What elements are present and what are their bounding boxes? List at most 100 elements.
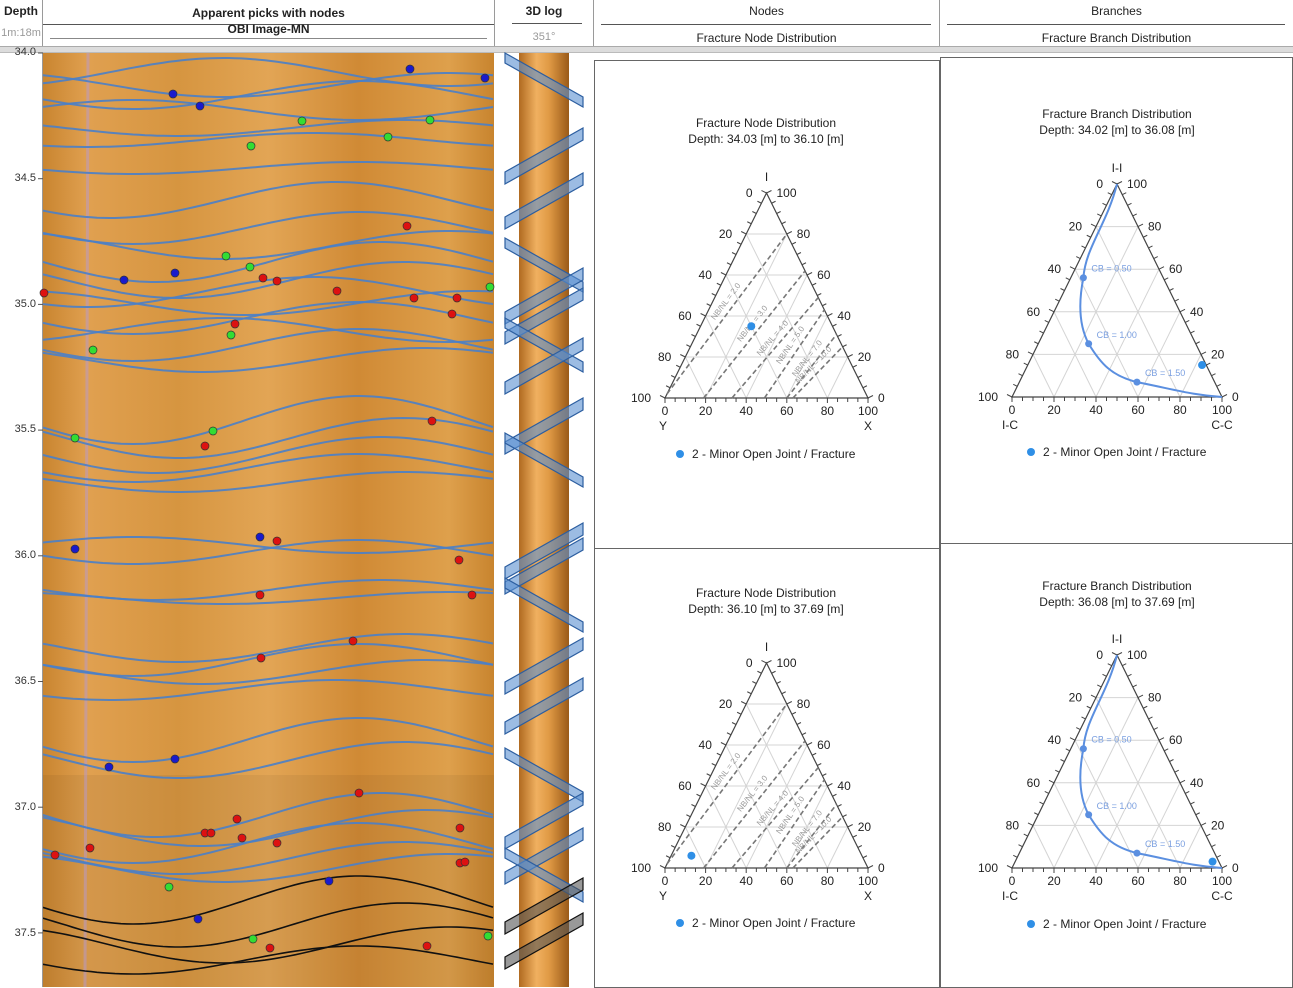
axis-tick: [716, 752, 722, 756]
nb-nl-ratio-line: [763, 779, 826, 869]
axis-tick: [832, 793, 837, 797]
branch-chart-triangle-axis: [1011, 653, 1223, 869]
nodes-subtitle: Fracture Node Distribution: [696, 31, 837, 45]
top-corner-label: I: [765, 170, 768, 184]
fracture-sinusoid: [43, 230, 494, 260]
nb-nl-ratio-line: [786, 333, 838, 399]
right-axis-tick-label: 0: [1232, 390, 1239, 404]
node-chart-2-title: Fracture Node Distribution Depth: 36.10 […: [640, 585, 892, 617]
node-green: [245, 262, 255, 272]
grid-line: [1074, 268, 1139, 398]
data-point: [687, 851, 696, 860]
node-red: [422, 941, 432, 951]
axis-tick: [1034, 341, 1039, 345]
axis-tick: [726, 732, 732, 736]
axis-tick: [1102, 673, 1107, 677]
node-red: [447, 309, 457, 319]
axis-tick: [1018, 844, 1023, 848]
branch-chart-2-legend[interactable]: 2 - Minor Open Joint / Fracture: [1027, 917, 1206, 931]
axis-tick: [1143, 705, 1148, 709]
axis-tick: [1200, 822, 1207, 826]
depth-tick: 34.0: [14, 46, 36, 58]
header-separator[interactable]: [0, 46, 1293, 53]
bottom-axis-tick-label: 20: [1047, 874, 1061, 888]
bottom-axis-tick-label: 60: [1131, 874, 1145, 888]
image-track-subtitle: OBI Image-MN: [227, 22, 310, 36]
nodes-title: Nodes: [749, 4, 784, 18]
image-track-title: Apparent picks with nodes: [192, 6, 345, 20]
node-green: [226, 330, 236, 340]
cb-label: CB = 0.50: [1091, 264, 1131, 274]
right-axis-tick-label: 80: [797, 227, 811, 241]
fracture-sinusoid: [43, 276, 494, 308]
node-blue: [119, 275, 129, 285]
axis-tick: [1039, 330, 1044, 334]
branch-chart-1-legend[interactable]: 2 - Minor Open Joint / Fracture: [1027, 445, 1206, 459]
axis-tick: [832, 323, 837, 327]
node-blue: [170, 268, 180, 278]
axis-tick: [847, 354, 853, 358]
right-axis-tick-label: 80: [1148, 220, 1162, 234]
grid-line: [1074, 739, 1139, 869]
fracture-plane-3d: [504, 911, 584, 971]
axis-tick: [1081, 245, 1086, 249]
axis-tick: [691, 334, 696, 337]
depth-track: 34.0 34.5 35.0 35.5 36.0 36.5 37.0 37.5: [0, 46, 43, 987]
fracture-sinusoid: [43, 643, 494, 678]
left-axis-tick-label: 80: [1006, 347, 1020, 361]
bottom-axis-tick-label: 60: [1131, 403, 1145, 417]
axis-tick: [700, 313, 706, 317]
node-blue: [195, 101, 205, 111]
grid-line: [1179, 354, 1202, 398]
axis-tick: [837, 804, 842, 807]
node-red: [354, 788, 364, 798]
chart-title: Fracture Branch Distribution: [1042, 579, 1192, 593]
fracture-plane-3d: [504, 876, 584, 936]
node-red: [50, 850, 60, 860]
axis-tick: [757, 670, 762, 674]
axis-tick: [1027, 822, 1034, 826]
node-chart-panel-2: [594, 548, 940, 988]
axis-tick: [1044, 320, 1049, 323]
node-chart-1-legend[interactable]: 2 - Minor Open Joint / Fracture: [676, 447, 855, 461]
branch-chart-triangle-axis: [1011, 182, 1223, 398]
axis-tick: [1034, 812, 1039, 816]
top-corner-label: I-I: [1112, 161, 1123, 175]
node-red: [255, 590, 265, 600]
axis-tick: [1027, 351, 1034, 355]
depth-header: Depth 1m:18m: [0, 0, 43, 47]
fracture-sinusoid: [43, 416, 494, 459]
axis-tick: [752, 211, 757, 214]
left-corner-label: Y: [659, 419, 667, 433]
right-axis-tick-label: 80: [797, 697, 811, 711]
grid-line: [725, 744, 788, 869]
node-green: [221, 251, 231, 261]
fracture-plane-3d: [504, 676, 584, 736]
left-axis-tick-label: 0: [746, 186, 753, 200]
chart-title: Fracture Node Distribution: [695, 116, 837, 130]
axis-tick: [1127, 673, 1132, 677]
node-red: [258, 273, 268, 283]
node-chart-2-legend[interactable]: 2 - Minor Open Joint / Fracture: [676, 916, 855, 930]
axis-tick: [786, 231, 793, 235]
axis-tick: [740, 701, 747, 705]
axis-tick: [691, 804, 696, 807]
node-red: [232, 814, 242, 824]
fracture-sinusoid: [43, 453, 494, 483]
fracture-plane-3d: [504, 396, 584, 456]
branches-title: Branches: [1091, 4, 1142, 18]
axis-tick: [1060, 759, 1065, 762]
left-axis-tick-label: 60: [1027, 305, 1041, 319]
node-blue: [193, 914, 203, 924]
axis-tick: [822, 303, 827, 307]
fracture-sinusoid: [43, 853, 494, 883]
node-red: [348, 636, 358, 646]
cb-label: CB = 1.50: [1145, 368, 1185, 378]
axis-tick: [711, 293, 716, 296]
data-point: [1208, 857, 1217, 866]
node-green: [248, 934, 258, 944]
fracture-plane-3d: [504, 826, 584, 886]
right-axis-tick-label: 100: [1127, 648, 1147, 662]
bottom-axis-tick-label: 20: [1047, 403, 1061, 417]
